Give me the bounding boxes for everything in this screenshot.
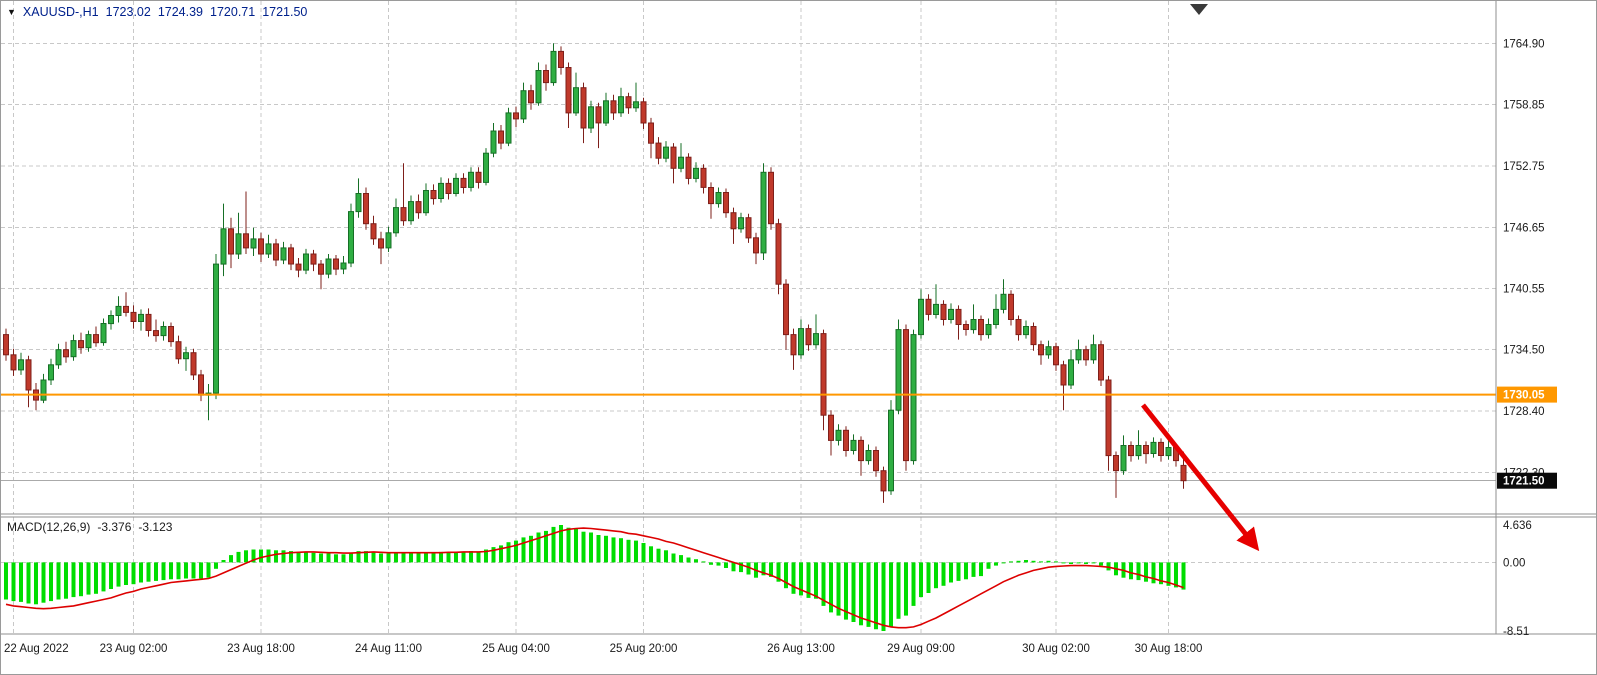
svg-text:30 Aug 18:00: 30 Aug 18:00 xyxy=(1135,643,1203,655)
svg-text:25 Aug 04:00: 25 Aug 04:00 xyxy=(482,643,550,655)
ohlc-close: 1721.50 xyxy=(262,5,308,19)
svg-text:4.636: 4.636 xyxy=(1503,520,1532,532)
svg-text:1728.40: 1728.40 xyxy=(1503,406,1545,418)
ohlc-high: 1724.39 xyxy=(157,5,204,19)
price-badge xyxy=(1497,386,1557,403)
macd-indicator-label: MACD(12,26,9) -3.376 -3.123 xyxy=(7,520,172,534)
ohlc-low: 1720.71 xyxy=(210,5,256,19)
macd-histogram xyxy=(4,525,1186,631)
svg-text:25 Aug 20:00: 25 Aug 20:00 xyxy=(610,643,678,655)
pane-borders xyxy=(1,1,1596,635)
svg-text:1752.75: 1752.75 xyxy=(1503,161,1545,173)
svg-text:1734.50: 1734.50 xyxy=(1503,345,1545,357)
trend-arrow[interactable] xyxy=(1141,403,1260,552)
price-badge xyxy=(1497,472,1557,489)
macd-main-value: -3.376 xyxy=(97,520,132,534)
svg-text:1740.55: 1740.55 xyxy=(1503,284,1545,296)
macd-signal-line xyxy=(5,527,1184,629)
macd-name: MACD(12,26,9) xyxy=(7,520,91,534)
macd-signal-value: -3.123 xyxy=(138,520,173,534)
svg-text:24 Aug 11:00: 24 Aug 11:00 xyxy=(355,643,422,655)
grid-layer xyxy=(1,1,1496,634)
title-bar: ▼ XAUUSD-,H1 1723.02 1724.39 1720.71 172… xyxy=(7,5,307,19)
svg-text:1764.90: 1764.90 xyxy=(1503,38,1545,50)
price-badge-label: 1730.05 xyxy=(1503,390,1545,402)
svg-text:1758.85: 1758.85 xyxy=(1503,99,1545,111)
chart-shift-marker[interactable] xyxy=(1190,4,1208,15)
symbol-period: XAUUSD-,H1 xyxy=(22,5,99,19)
svg-text:26 Aug 13:00: 26 Aug 13:00 xyxy=(767,643,835,655)
price-badge-label: 1721.50 xyxy=(1503,476,1545,488)
svg-text:22 Aug 2022: 22 Aug 2022 xyxy=(4,643,69,655)
svg-text:29 Aug 09:00: 29 Aug 09:00 xyxy=(887,643,955,655)
time-axis-labels[interactable]: 22 Aug 2022 23 Aug 02:00 23 Aug 18:00 24 Au… xyxy=(4,643,1202,655)
svg-text:30 Aug 02:00: 30 Aug 02:00 xyxy=(1022,643,1090,655)
ohlc-open: 1723.02 xyxy=(105,5,151,19)
candles-layer[interactable] xyxy=(3,43,1187,503)
svg-text:23 Aug 18:00: 23 Aug 18:00 xyxy=(227,643,295,655)
svg-text:0.00: 0.00 xyxy=(1503,557,1525,569)
svg-text:1746.65: 1746.65 xyxy=(1503,222,1545,234)
svg-text:-8.51: -8.51 xyxy=(1503,626,1529,638)
price-axis-labels[interactable]: 1764.90 1758.85 1752.75 1746.65 1740.55 1734.… xyxy=(1503,38,1545,638)
svg-text:23 Aug 02:00: 23 Aug 02:00 xyxy=(100,643,168,655)
symbol-dropdown-icon[interactable]: ▼ xyxy=(7,6,16,17)
